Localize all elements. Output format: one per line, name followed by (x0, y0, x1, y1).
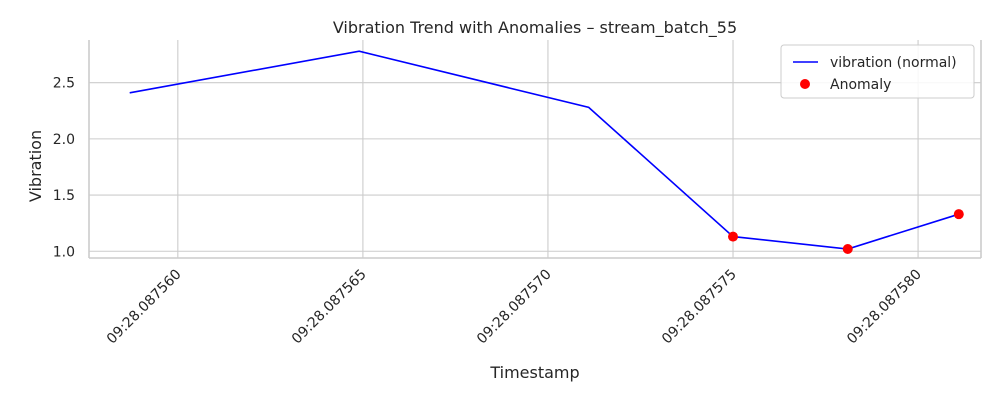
legend-anomaly-marker (800, 79, 810, 89)
anomaly-point (953, 209, 964, 220)
legend-label-anomaly: Anomaly (830, 77, 891, 93)
legend: vibration (normal) Anomaly (780, 44, 975, 99)
y-tick-label: 2.0 (53, 132, 75, 148)
series-line-vibration (129, 50, 960, 250)
y-axis-label: Vibration (26, 130, 45, 202)
y-tick-label: 1.5 (53, 188, 75, 204)
anomaly-point (842, 244, 853, 255)
y-tick-label: 2.5 (53, 76, 75, 92)
legend-label-normal: vibration (normal) (830, 55, 957, 71)
anomaly-point (728, 231, 739, 242)
legend-box (780, 44, 975, 99)
x-axis-label: Timestamp (489, 363, 579, 382)
plot-data (129, 50, 964, 255)
axes-spines (88, 40, 982, 259)
y-tick-label: 1.0 (53, 244, 75, 260)
chart-title: Vibration Trend with Anomalies – stream_… (333, 18, 737, 38)
